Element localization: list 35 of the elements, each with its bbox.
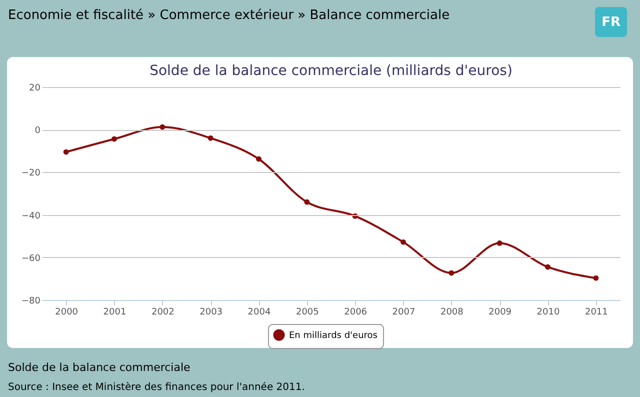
y-tick-label: −80 xyxy=(22,296,41,306)
point xyxy=(545,264,550,270)
x-tick-label: 2000 xyxy=(55,308,78,318)
x-tick-label: 2001 xyxy=(103,308,126,318)
x-tick-label: 2009 xyxy=(488,308,512,318)
x-tick-label: 2007 xyxy=(392,308,416,318)
x-tick-label: 2008 xyxy=(440,308,464,318)
text: Economie et fiscalité » Commerce extérieur » Balance commerciale xyxy=(8,8,450,23)
point xyxy=(593,275,599,281)
point xyxy=(400,239,406,245)
chart-title: Solde de la balance commerciale (milliards d'euros) xyxy=(150,63,512,79)
point xyxy=(63,149,69,155)
x-tick-label: 2011 xyxy=(584,308,608,318)
y-tick-label: −40 xyxy=(22,211,41,222)
point xyxy=(256,156,262,162)
y-tick-label: 20 xyxy=(29,84,41,94)
y-tick-label: −20 xyxy=(22,168,41,179)
text: Solde de la balance commerciale xyxy=(8,361,191,374)
x-tick-label: 2010 xyxy=(536,308,560,318)
legend-label: En milliards d'euros xyxy=(289,331,378,341)
source-note: Source : Insee et Ministère des finances pour l'année 2011. xyxy=(8,382,305,393)
y-tick-label: −60 xyxy=(22,254,41,264)
point xyxy=(112,136,117,142)
x-tick-label: 2002 xyxy=(151,308,174,318)
x-tick-label: 2005 xyxy=(296,308,319,318)
point xyxy=(304,199,310,205)
text: FR xyxy=(602,15,620,30)
point xyxy=(208,135,214,141)
y-tick-label: 0 xyxy=(34,126,41,136)
x-tick-label: 2004 xyxy=(248,308,271,318)
point xyxy=(160,124,166,130)
point xyxy=(496,240,502,246)
x-tick-label: 2003 xyxy=(200,308,223,318)
point xyxy=(448,270,454,276)
x-tick-label: 2006 xyxy=(344,308,368,318)
